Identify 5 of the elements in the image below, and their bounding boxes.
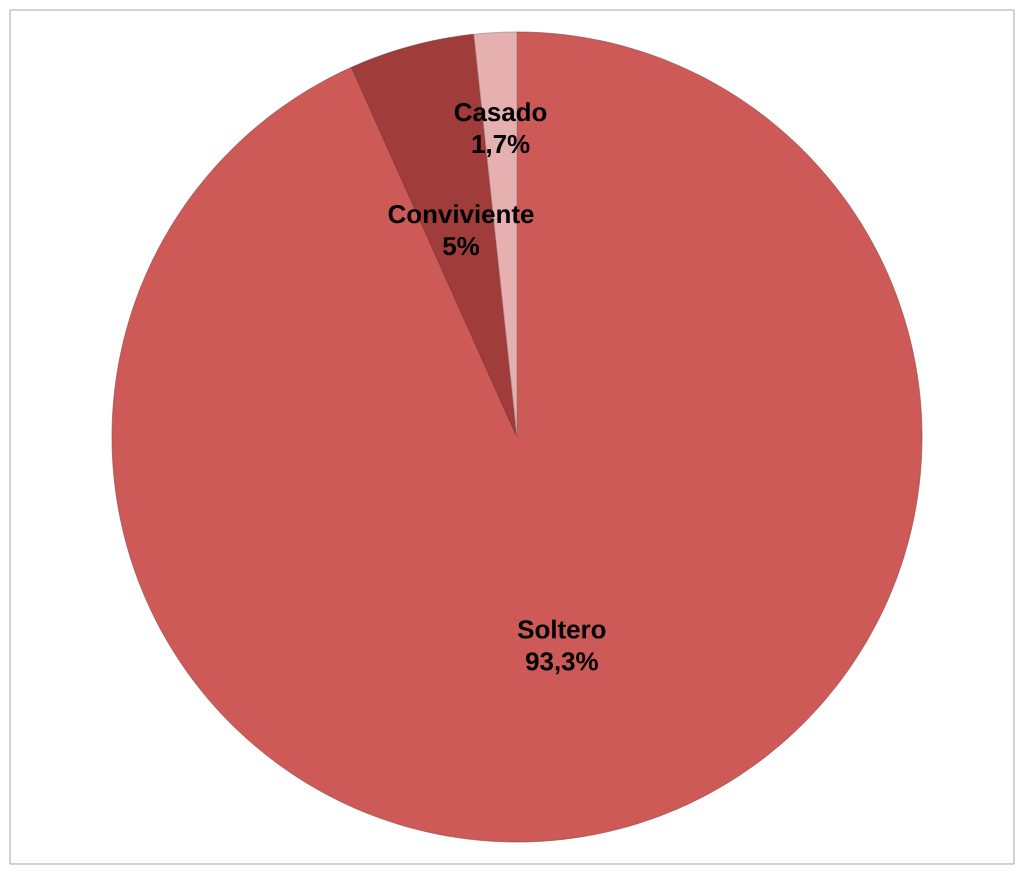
slice-label: Casado — [454, 102, 547, 122]
slice-label: Soltero — [517, 619, 606, 639]
data-label: 93,3% — [526, 652, 598, 675]
data-label: 5% — [443, 236, 480, 256]
data-label: 1,7% — [472, 134, 530, 157]
